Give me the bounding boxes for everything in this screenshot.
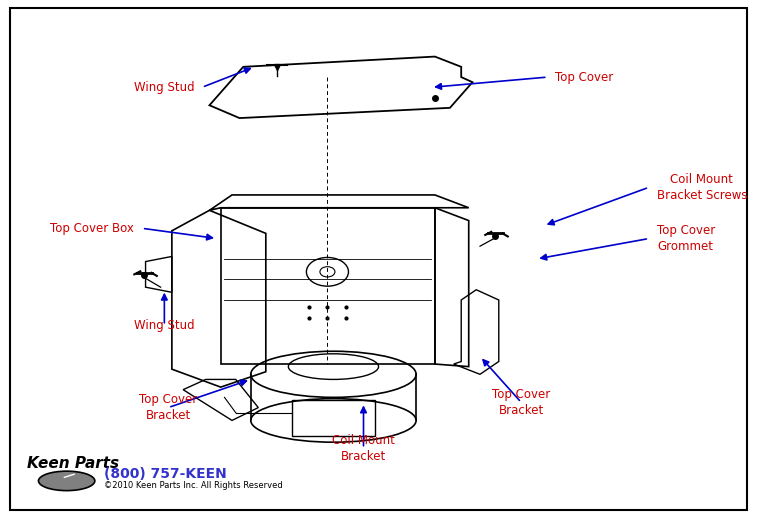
- Text: Wing Stud: Wing Stud: [134, 81, 194, 94]
- Text: Top Cover: Top Cover: [555, 70, 614, 83]
- Text: Top Cover Box: Top Cover Box: [50, 222, 134, 235]
- Text: Keen Parts: Keen Parts: [27, 456, 119, 471]
- Text: Coil Mount
Bracket Screws: Coil Mount Bracket Screws: [657, 173, 747, 202]
- Text: Wing Stud: Wing Stud: [134, 319, 195, 332]
- Ellipse shape: [38, 471, 95, 491]
- Text: Top Cover
Bracket: Top Cover Bracket: [492, 388, 551, 417]
- Text: Top Cover
Grommet: Top Cover Grommet: [657, 224, 715, 253]
- Text: Top Cover
Bracket: Top Cover Bracket: [139, 393, 197, 422]
- Text: ©2010 Keen Parts Inc. All Rights Reserved: ©2010 Keen Parts Inc. All Rights Reserve…: [104, 481, 283, 490]
- Text: (800) 757-KEEN: (800) 757-KEEN: [104, 467, 227, 481]
- Text: Coil Mount
Bracket: Coil Mount Bracket: [332, 434, 395, 463]
